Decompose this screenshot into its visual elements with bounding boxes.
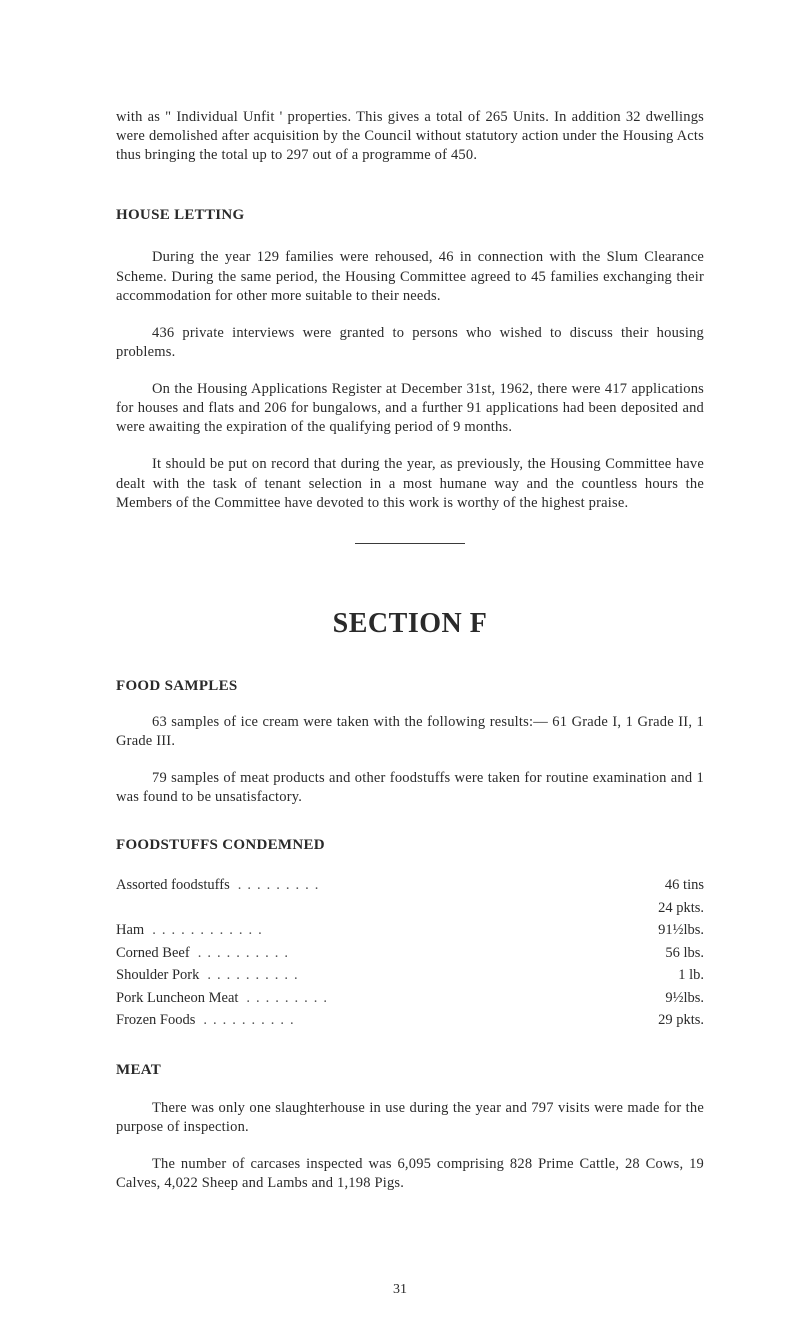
house-letting-para-4: It should be put on record that during t… (116, 455, 704, 512)
table-row: Shoulder Pork .......... 1 lb. (116, 964, 704, 986)
house-letting-para-1: During the year 129 families were rehous… (116, 248, 704, 305)
meat-heading: MEAT (116, 1062, 704, 1079)
food-samples-para-2: 79 samples of meat products and other fo… (116, 769, 704, 807)
leader-dots: .......... (207, 964, 624, 986)
leader-dots: .......... (198, 942, 624, 964)
table-row: Ham ............ 91½lbs. (116, 919, 704, 941)
section-divider (355, 543, 465, 544)
table-row: Pork Luncheon Meat ......... 9½lbs. (116, 987, 704, 1009)
foodstuffs-table: Assorted foodstuffs ......... 46 tins . … (116, 874, 704, 1031)
food-item-value: 29 pkts. (632, 1009, 704, 1031)
food-item-value: 9½lbs. (632, 987, 704, 1009)
house-letting-heading: HOUSE LETTING (116, 207, 704, 224)
food-item-label: Pork Luncheon Meat (116, 987, 238, 1009)
page-number: 31 (0, 1282, 800, 1298)
food-item-value: 24 pkts. (632, 897, 704, 919)
food-samples-para-1: 63 samples of ice cream were taken with … (116, 713, 704, 751)
house-letting-para-2: 436 private interviews were granted to p… (116, 324, 704, 362)
food-item-label: Ham (116, 919, 144, 941)
leader-dots: .......... (203, 1009, 624, 1031)
table-row: Corned Beef .......... 56 lbs. (116, 942, 704, 964)
section-f-title: SECTION F (116, 608, 704, 640)
leader-dots: ......... (246, 987, 624, 1009)
food-item-label: Frozen Foods (116, 1009, 195, 1031)
food-samples-heading: FOOD SAMPLES (116, 678, 704, 695)
foodstuffs-condemned-heading: FOODSTUFFS CONDEMNED (116, 837, 704, 854)
table-row: Assorted foodstuffs ......... 46 tins (116, 874, 704, 896)
food-item-label: Corned Beef (116, 942, 190, 964)
food-item-value: 91½lbs. (632, 919, 704, 941)
food-item-value: 1 lb. (632, 964, 704, 986)
food-item-label: Shoulder Pork (116, 964, 199, 986)
leader-dots: ............ (152, 919, 624, 941)
intro-paragraph: with as " Individual Unfit ' properties.… (116, 108, 704, 165)
table-row: Frozen Foods .......... 29 pkts. (116, 1009, 704, 1031)
meat-para-2: The number of carcases inspected was 6,0… (116, 1155, 704, 1193)
meat-para-1: There was only one slaughterhouse in use… (116, 1099, 704, 1137)
food-item-value: 56 lbs. (632, 942, 704, 964)
leader-dots: ......... (238, 874, 624, 896)
food-item-value: 46 tins (632, 874, 704, 896)
table-row: . 24 pkts. (116, 897, 704, 919)
house-letting-para-3: On the Housing Applications Register at … (116, 380, 704, 437)
food-item-label: Assorted foodstuffs (116, 874, 230, 896)
